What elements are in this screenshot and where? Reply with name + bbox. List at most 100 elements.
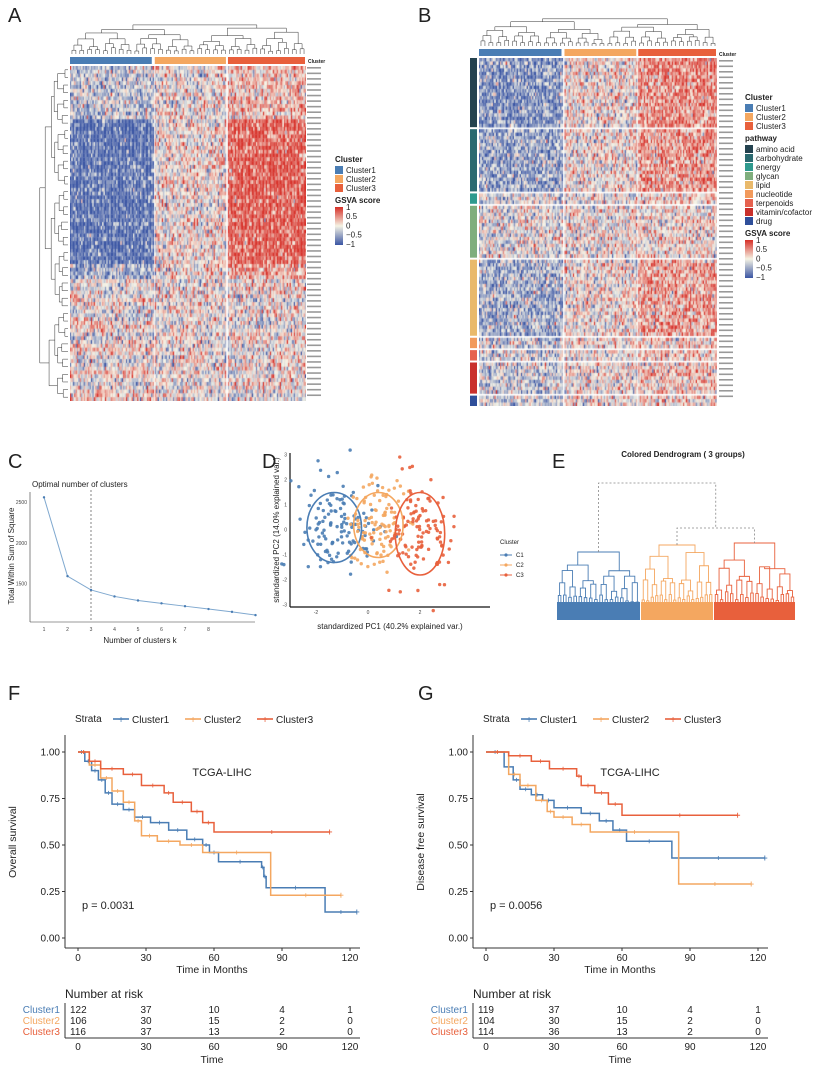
pca-point-c2 xyxy=(401,492,406,496)
pca-point-c3 xyxy=(416,540,421,544)
pca-point-c1 xyxy=(318,564,323,569)
row-label-placeholder xyxy=(719,302,733,304)
legend-title-strata: Strata xyxy=(75,714,102,725)
pca-point-c2 xyxy=(349,522,353,526)
column-dendrogram xyxy=(227,27,287,36)
column-dendrogram xyxy=(150,48,155,54)
pca-point-c2 xyxy=(392,486,397,490)
risk-count: 4 xyxy=(279,1005,285,1016)
risk-row-label-cluster3: Cluster3 xyxy=(23,1027,61,1038)
legend-swatch-cluster3 xyxy=(335,184,343,192)
x-tick-label: 6 xyxy=(160,627,163,633)
column-dendrogram xyxy=(639,42,644,46)
pca-point-c2 xyxy=(406,548,411,552)
colorbar-tick: 1 xyxy=(756,236,761,245)
column-dendrogram xyxy=(244,49,250,54)
legend-key-point xyxy=(504,553,508,557)
column-dendrogram xyxy=(173,50,179,54)
y-axis-label: standardized PC2 (14.0% explained var.) xyxy=(272,457,281,603)
pca-point-c1 xyxy=(340,522,344,527)
pca-point-c2 xyxy=(391,522,396,526)
pca-point-c2 xyxy=(373,522,377,527)
pca-point-c1 xyxy=(347,530,351,535)
column-dendrogram xyxy=(621,26,654,32)
row-dendrogram xyxy=(53,80,58,112)
column-dendrogram xyxy=(591,43,597,46)
column-dendrogram xyxy=(615,42,621,46)
column-dendrogram xyxy=(172,39,189,47)
risk-count: 13 xyxy=(616,1027,628,1038)
row-label-placeholder xyxy=(307,122,321,125)
column-dendrogram xyxy=(704,36,714,44)
row-label-placeholder xyxy=(307,388,321,391)
row-label-placeholder xyxy=(719,335,733,337)
legend-label-cluster1: Cluster1 xyxy=(540,715,578,726)
column-dendrogram xyxy=(246,44,256,51)
pca-point-c1 xyxy=(309,493,313,497)
censor-mark xyxy=(539,798,544,803)
pca-point-c1 xyxy=(376,483,380,488)
legend-label: C1 xyxy=(516,553,524,559)
survival-curve-cluster1 xyxy=(78,751,357,913)
row-label-placeholder xyxy=(719,247,733,249)
risk-count: 1 xyxy=(755,1005,761,1016)
row-label-placeholder xyxy=(307,89,321,91)
pca-point-c3 xyxy=(416,515,421,519)
y-tick-label: 0.00 xyxy=(449,934,469,945)
column-dendrogram xyxy=(109,38,126,45)
elbow-point xyxy=(89,588,93,592)
risk-count: 2 xyxy=(687,1016,693,1027)
pca-point-c1 xyxy=(330,541,334,546)
pca-point-c3 xyxy=(426,524,431,528)
legend-label-cluster1: Cluster1 xyxy=(756,104,786,113)
pca-point-c1 xyxy=(351,490,356,495)
pca-point-c2 xyxy=(356,518,360,523)
row-label-placeholder xyxy=(307,111,321,113)
row-label-placeholder xyxy=(307,372,321,374)
pca-point-c1 xyxy=(318,501,323,506)
legend-key-plus: + xyxy=(670,715,676,726)
column-dendrogram xyxy=(260,48,265,54)
row-label-placeholder xyxy=(719,373,733,376)
pca-point-c1 xyxy=(371,528,376,532)
row-label-placeholder xyxy=(307,344,321,347)
column-dendrogram xyxy=(645,31,662,39)
column-dendrogram xyxy=(512,40,517,46)
row-dendrogram xyxy=(57,134,65,150)
column-dendrogram xyxy=(625,36,634,44)
column-dendrogram xyxy=(702,42,708,46)
column-dendrogram xyxy=(623,43,628,46)
legend-title-cluster: Cluster xyxy=(745,93,773,102)
risk-count: 114 xyxy=(478,1027,494,1038)
pathway-annotation xyxy=(470,350,477,361)
row-label-placeholder xyxy=(307,166,321,169)
row-dendrogram xyxy=(63,160,68,170)
elbow-point xyxy=(66,574,69,578)
censor-mark xyxy=(523,787,528,792)
censor-mark xyxy=(561,766,566,771)
legend-swatch-cluster2 xyxy=(745,113,753,121)
pca-point-c3 xyxy=(415,547,419,552)
dendrogram-branch-1 xyxy=(611,590,618,600)
elbow-point xyxy=(160,602,163,605)
column-dendrogram xyxy=(655,42,660,46)
pca-point-c3 xyxy=(424,508,428,513)
risk-x-tick-label: 30 xyxy=(140,1042,152,1053)
pca-point-c2 xyxy=(385,570,389,574)
dendrogram-branch-1 xyxy=(559,582,566,596)
pca-point-c3 xyxy=(408,498,413,502)
pca-point-c1 xyxy=(324,537,328,541)
risk-count: 37 xyxy=(548,1005,560,1016)
pca-point-c3 xyxy=(406,555,411,559)
risk-count: 36 xyxy=(548,1027,560,1038)
legend-key-plus: + xyxy=(526,715,532,726)
pca-point-c1 xyxy=(333,509,337,513)
row-label-placeholder xyxy=(307,294,321,297)
risk-count: 15 xyxy=(616,1016,628,1027)
elbow-point xyxy=(42,496,46,499)
pca-point-c3 xyxy=(410,545,414,549)
pca-point-c3 xyxy=(419,535,424,539)
pca-point-c3 xyxy=(416,534,420,538)
pca-point-c1 xyxy=(335,524,339,529)
